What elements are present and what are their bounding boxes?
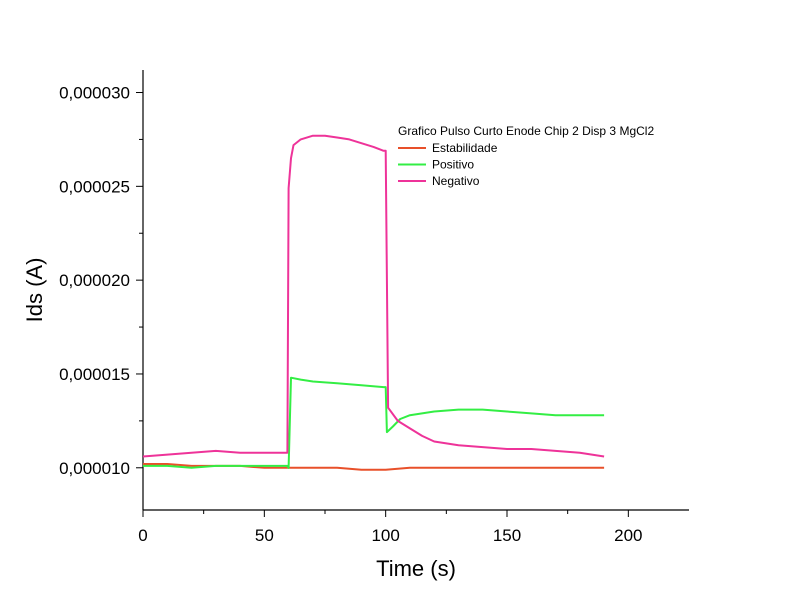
x-axis-label: Time (s) [376, 556, 456, 581]
y-tick-label: 0,000010 [59, 459, 130, 478]
x-tick-label: 200 [614, 526, 642, 545]
legend-entry: Positivo [432, 158, 474, 172]
x-tick-label: 100 [371, 526, 399, 545]
ticks: 0 50 100 150 200 0,000010 0,000015 0,000020 0,00… [59, 84, 642, 545]
y-tick-label: 0,000030 [59, 84, 130, 103]
y-axis-label: Ids (A) [22, 258, 47, 323]
y-tick-label: 0,000025 [59, 177, 130, 196]
legend: Grafico Pulso Curto Enode Chip 2 Disp 3 … [398, 124, 654, 188]
legend-entry: Negativo [432, 174, 480, 188]
x-tick-label: 50 [255, 526, 274, 545]
axes [142, 70, 689, 511]
y-tick-label: 0,000015 [59, 365, 130, 384]
y-tick-label: 0,000020 [59, 271, 130, 290]
series-line-positivo [143, 376, 605, 469]
legend-title: Grafico Pulso Curto Enode Chip 2 Disp 3 … [398, 124, 654, 138]
series-lines [142, 134, 605, 471]
legend-entry: Estabilidade [432, 141, 498, 155]
series-line-negativo [142, 134, 605, 458]
x-tick-label: 0 [138, 526, 147, 545]
x-tick-label: 150 [493, 526, 521, 545]
